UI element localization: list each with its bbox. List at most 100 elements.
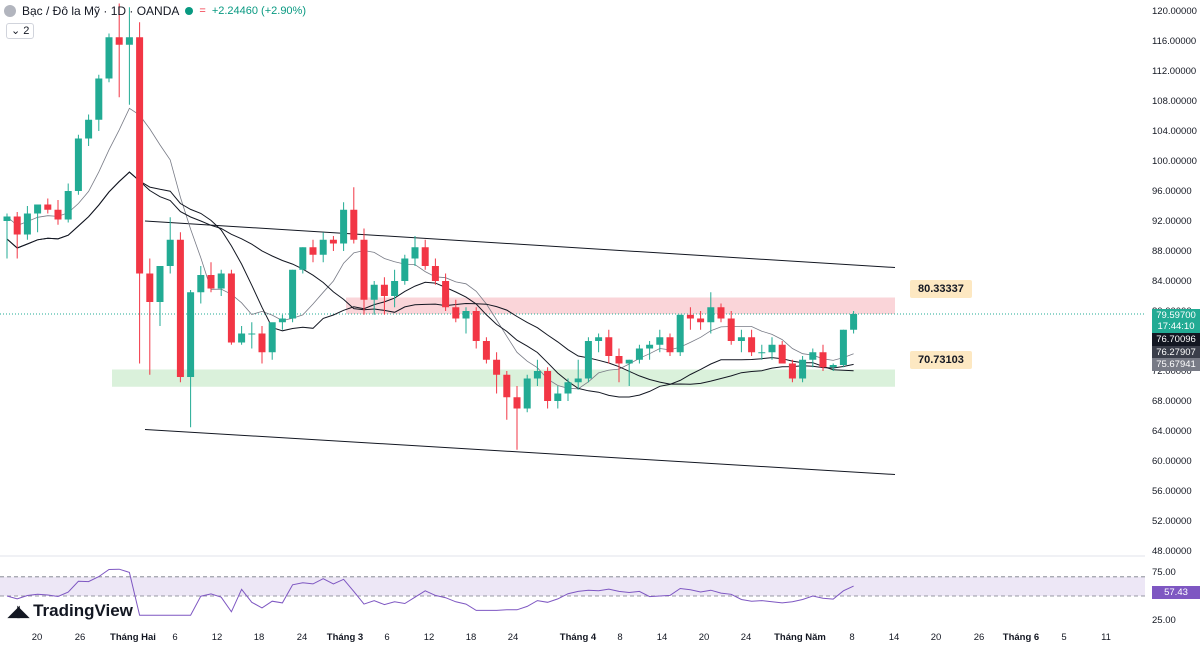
time-tick-label: 26 <box>75 632 86 643</box>
candles-layer <box>3 3 858 450</box>
candle-body <box>380 284 388 296</box>
time-tick-label: 6 <box>384 632 389 643</box>
candle-body <box>676 314 684 353</box>
channel-layer <box>144 220 896 475</box>
candle-body <box>34 204 42 214</box>
rsi-value-label: 57.43 <box>1152 586 1200 599</box>
ma1-label: 76.70096 <box>1152 333 1200 346</box>
candle-body <box>125 37 133 45</box>
candle-body <box>748 337 756 353</box>
time-tick-label: Tháng Năm <box>774 632 826 643</box>
candle-body <box>268 322 276 353</box>
tradingview-logo-icon: ◢◣ <box>8 603 29 620</box>
time-tick-label: Tháng 4 <box>560 632 597 643</box>
tradingview-logo[interactable]: ◢◣ TradingView <box>8 601 133 621</box>
time-tick-label: Tháng 6 <box>1003 632 1039 643</box>
candle-body <box>391 281 399 296</box>
candle-body <box>533 371 541 379</box>
candle-body <box>482 341 490 360</box>
candle-body <box>472 311 480 341</box>
candle-body <box>319 239 327 255</box>
symbol-logo-icon <box>4 5 16 17</box>
countdown-label: 17:44:10 <box>1152 320 1200 333</box>
zones-layer <box>0 297 1145 387</box>
candle-body <box>850 314 858 330</box>
time-tick-label: 14 <box>889 632 900 643</box>
candle-body <box>411 247 419 259</box>
indicator-toggle[interactable]: ⌄ 2 <box>6 23 35 39</box>
candle-body <box>136 37 144 274</box>
time-tick-label: 6 <box>172 632 177 643</box>
time-tick-label: 20 <box>699 632 710 643</box>
support-label: 70.73103 <box>910 351 972 369</box>
candle-body <box>370 284 378 300</box>
candle-body <box>493 359 501 375</box>
price-tick-label: 116.00000 <box>1152 36 1196 47</box>
candle-body <box>442 281 450 308</box>
candle-body <box>513 397 521 409</box>
candle-body <box>819 352 827 368</box>
candle-body <box>13 216 21 235</box>
candle-body <box>595 337 603 341</box>
moving-average-1 <box>6 107 854 390</box>
candle-body <box>635 348 643 360</box>
candle-body <box>829 365 837 368</box>
candle-body <box>44 204 52 210</box>
price-tick-label: 92.00000 <box>1152 216 1192 227</box>
time-tick-label: 12 <box>212 632 223 643</box>
candle-body <box>340 209 348 244</box>
candle-body <box>656 337 664 345</box>
flag-icon: = <box>199 5 206 17</box>
resistance-label: 80.33337 <box>910 280 972 298</box>
candle-body <box>23 213 31 235</box>
moving-averages-layer <box>6 107 854 398</box>
symbol-title[interactable]: Bạc / Đô la Mỹ · 1D · OANDA <box>22 4 180 18</box>
price-tick-label: 108.00000 <box>1152 96 1197 107</box>
price-tick-label: 96.00000 <box>1152 186 1192 197</box>
candle-body <box>554 393 562 401</box>
candle-body <box>350 209 358 240</box>
time-tick-label: 18 <box>466 632 477 643</box>
candle-body <box>605 337 613 356</box>
time-tick-label: 24 <box>741 632 752 643</box>
candle-body <box>360 239 368 300</box>
candle-body <box>574 378 582 383</box>
candle-body <box>187 292 195 377</box>
candle-body <box>584 341 592 379</box>
chart-header: Bạc / Đô la Mỹ · 1D · OANDA = +2.24460 (… <box>4 2 306 20</box>
candle-body <box>778 344 786 364</box>
candle-body <box>839 329 847 365</box>
moving-average-2 <box>6 171 854 398</box>
candle-body <box>309 247 317 255</box>
time-tick-label: 20 <box>931 632 942 643</box>
rsi-tick-label: 75.00 <box>1152 567 1176 578</box>
time-tick-label: 20 <box>32 632 43 643</box>
price-tick-label: 64.00000 <box>1152 426 1192 437</box>
time-tick-label: 26 <box>974 632 985 643</box>
candle-body <box>615 356 623 364</box>
candle-body <box>707 307 715 323</box>
candle-body <box>238 333 246 343</box>
candle-body <box>788 363 796 379</box>
candle-body <box>421 247 429 266</box>
price-change: +2.24460 (+2.90%) <box>211 5 306 17</box>
candle-body <box>278 318 286 323</box>
candle-body <box>503 374 511 398</box>
candle-body <box>289 269 297 319</box>
channel-lower-line <box>144 429 896 475</box>
candle-body <box>197 275 205 293</box>
time-tick-label: 24 <box>508 632 519 643</box>
candle-body <box>227 273 235 343</box>
price-tick-label: 52.00000 <box>1152 516 1192 527</box>
candle-body <box>697 318 705 323</box>
candle-body <box>523 378 531 409</box>
time-tick-label: Tháng Hai <box>110 632 156 643</box>
moving-average-3 <box>6 171 854 385</box>
time-tick-label: 11 <box>1101 632 1111 643</box>
rsi-pane <box>0 555 1145 616</box>
candle-body <box>686 314 694 319</box>
rsi-line <box>6 568 854 616</box>
candle-body <box>207 275 215 289</box>
